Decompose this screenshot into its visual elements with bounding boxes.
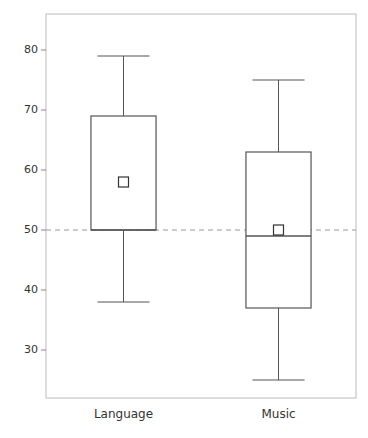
mean-marker [274, 225, 284, 235]
y-tick-label: 80 [24, 43, 38, 56]
upper-cap [97, 55, 149, 56]
y-tick-label: 60 [24, 163, 38, 176]
y-tick [41, 290, 46, 291]
lower-whisker [278, 308, 279, 380]
box [246, 80, 311, 380]
lower-whisker [123, 230, 124, 302]
y-axis: 30 40 50 60 70 80 [24, 43, 46, 356]
y-tick [41, 50, 46, 51]
y-tick [41, 170, 46, 171]
box [91, 56, 156, 302]
lower-cap [252, 379, 304, 380]
upper-cap [252, 79, 304, 80]
y-tick-label: 40 [24, 283, 38, 296]
median-line [91, 229, 156, 230]
plot-frame [46, 14, 356, 398]
chart-container: 30 40 50 60 70 80 Language Music [0, 0, 368, 438]
x-tick-label: Language [94, 407, 153, 421]
y-tick-label: 30 [24, 343, 38, 356]
y-tick-label: 50 [24, 223, 38, 236]
iqr-box [91, 116, 156, 230]
upper-whisker [278, 80, 279, 152]
y-tick [41, 350, 46, 351]
upper-whisker [123, 56, 124, 116]
x-tick-label: Music [261, 407, 295, 421]
mean-marker [119, 177, 129, 187]
lower-cap [97, 301, 149, 302]
y-tick-label: 70 [24, 103, 38, 116]
iqr-box [246, 152, 311, 308]
y-tick [41, 110, 46, 111]
x-axis: Language Music [94, 407, 296, 421]
chart-svg: 30 40 50 60 70 80 Language Music [0, 0, 368, 438]
plot-marks [46, 56, 356, 380]
y-tick [41, 230, 46, 231]
